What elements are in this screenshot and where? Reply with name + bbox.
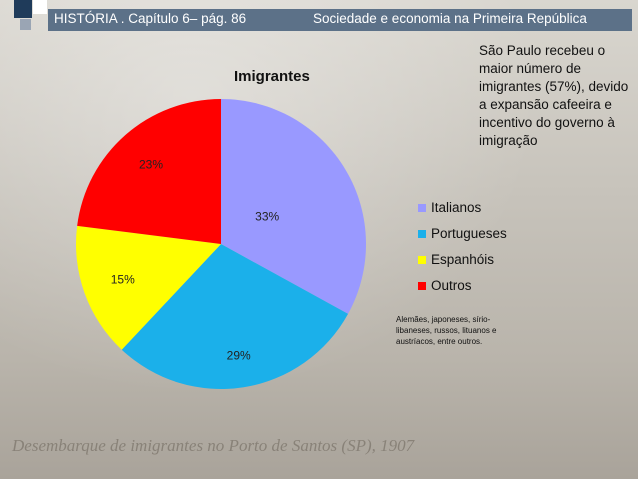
pie-slice-portugueses: [121, 244, 349, 389]
header-chapter: HISTÓRIA . Capítulo 6– pág. 86: [54, 11, 247, 26]
background-caption: Desembarque de imigrantes no Porto de Sa…: [12, 436, 415, 455]
slice-data-label: 15%: [111, 272, 135, 286]
slice-data-label: 29%: [227, 349, 251, 363]
slide-header: HISTÓRIA . Capítulo 6– pág. 86 Sociedade…: [0, 0, 638, 31]
pie-slice-outros: [77, 99, 221, 244]
header-topic: Sociedade e economia na Primeira Repúbli…: [313, 11, 587, 26]
slice-data-label: 23%: [139, 158, 163, 172]
decor-square-white: [33, 0, 47, 14]
header-bar: [48, 9, 632, 31]
legend-label: Portugueses: [431, 226, 507, 241]
decor-square-dark: [14, 0, 32, 18]
chart-title: Imigrantes: [234, 68, 310, 85]
legend-label: Italianos: [431, 200, 482, 215]
legend-swatch: [418, 230, 426, 238]
legend-swatch: [418, 256, 426, 264]
legend-swatch: [418, 282, 426, 290]
decor-square-mid: [20, 19, 31, 30]
legend-swatch: [418, 204, 426, 212]
pie-slice-italianos: [221, 99, 367, 314]
note-text: São Paulo recebeu o maior número de imig…: [479, 43, 629, 148]
others-note: Alemães, japoneses, sírio-libaneses, rus…: [396, 315, 497, 346]
legend-label: Espanhóis: [431, 252, 495, 267]
pie-slice-espanhóis: [76, 225, 222, 350]
slice-data-label: 33%: [255, 210, 279, 224]
legend-label: Outros: [431, 278, 472, 293]
